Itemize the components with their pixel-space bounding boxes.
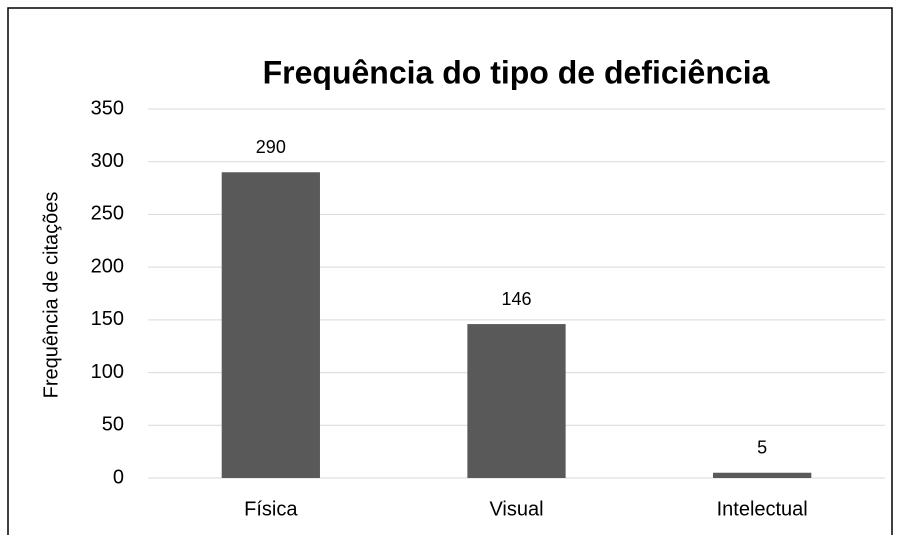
y-axis-label: Frequência de citações [40,192,62,399]
bar [713,472,812,478]
y-tick-label: 50 [102,414,124,436]
x-tick-label: Física [244,498,298,520]
bar [221,172,320,478]
data-label: 5 [757,437,767,457]
y-tick-label: 350 [91,97,124,119]
chart-title: Frequência do tipo de deficiência [263,54,770,90]
x-tick-label: Visual [489,498,543,520]
y-tick-label: 150 [91,308,124,330]
y-tick-label: 300 [91,150,124,172]
y-tick-label: 250 [91,203,124,225]
y-tick-label: 100 [91,361,124,383]
y-tick-label: 200 [91,255,124,277]
x-tick-label: Intelectual [717,498,808,520]
data-label: 146 [501,289,531,309]
data-label: 290 [256,137,286,157]
bar [467,324,566,478]
chart-frame [7,7,893,535]
y-tick-label: 0 [113,466,124,488]
